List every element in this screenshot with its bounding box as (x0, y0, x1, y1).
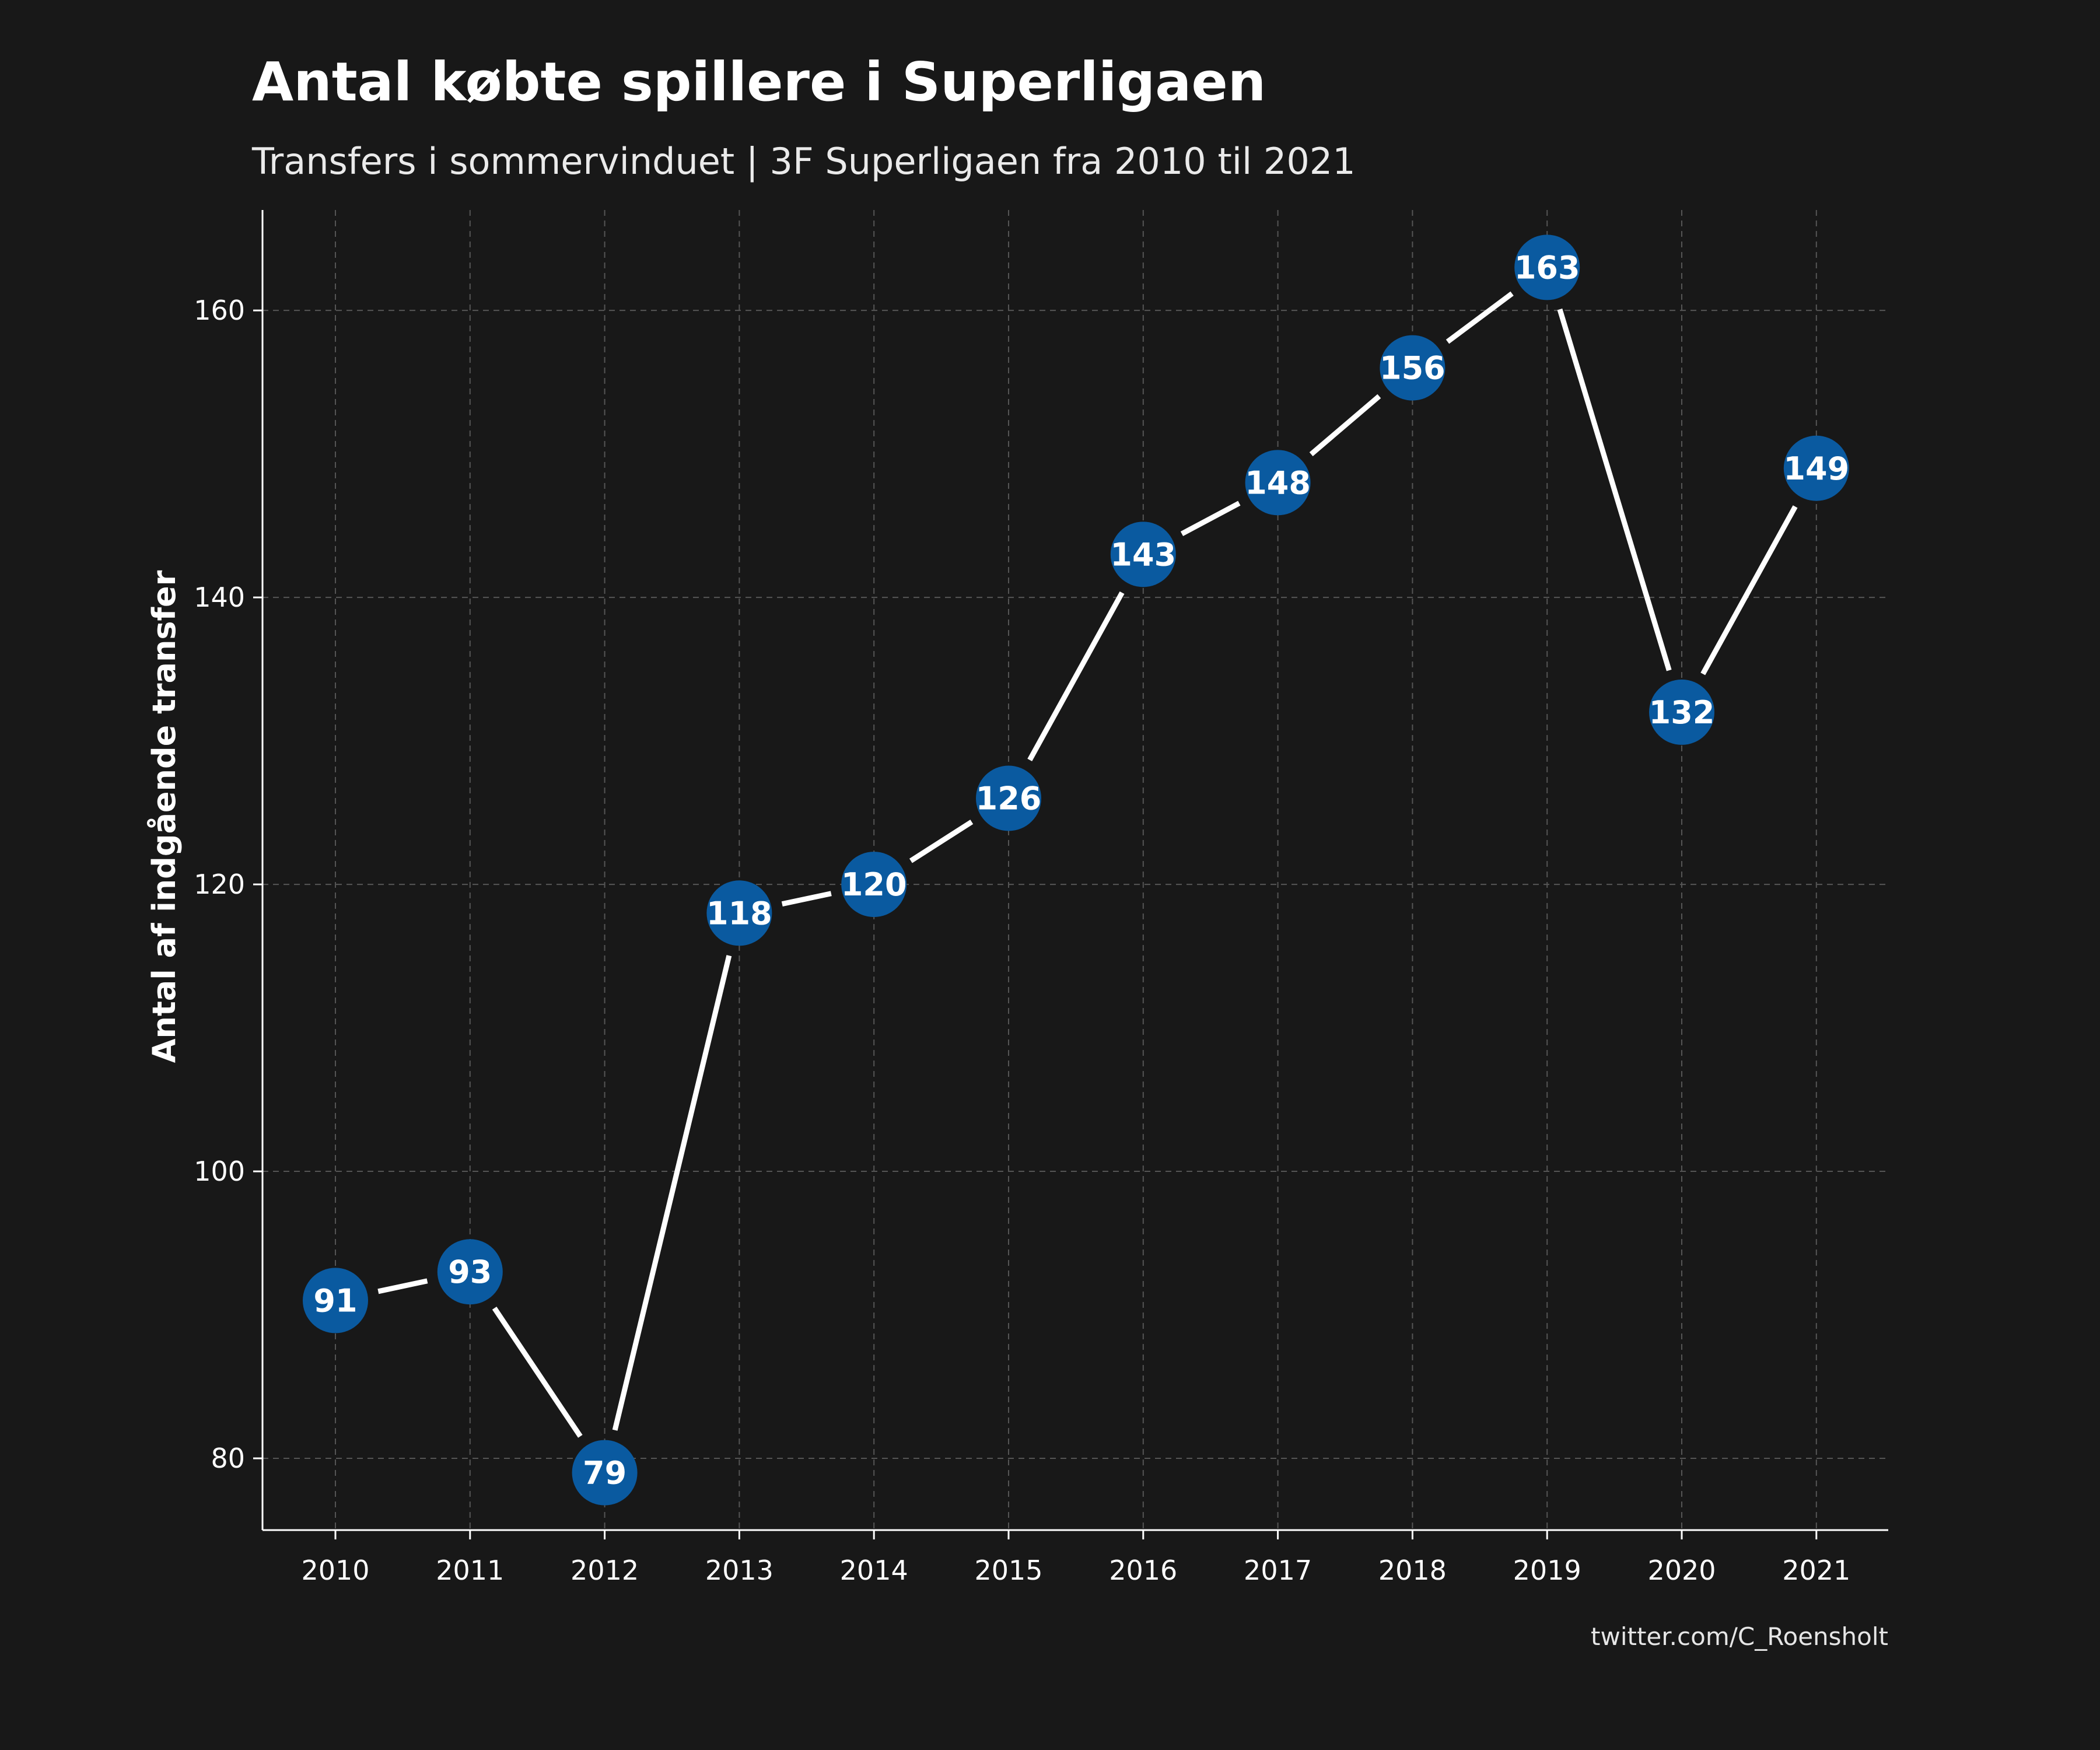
y-tick-label: 100 (194, 1156, 245, 1187)
line-segment (1309, 394, 1381, 457)
series-line (377, 291, 1798, 1438)
data-point (976, 765, 1041, 831)
line-segment (781, 891, 832, 907)
data-label: 120 (841, 866, 907, 903)
data-point (1245, 450, 1311, 516)
data-point (303, 1268, 368, 1334)
x-tick-label: 2012 (570, 1555, 639, 1586)
x-tick-label: 2019 (1513, 1555, 1581, 1586)
data-label: 79 (583, 1455, 626, 1492)
x-tick-label: 2020 (1647, 1555, 1716, 1586)
line-segment (1027, 591, 1125, 762)
chart-subtitle: Transfers i sommervinduet | 3F Superliga… (251, 140, 1356, 183)
y-tick-label: 120 (194, 869, 245, 900)
y-axis-ticks: 80 100 120 140 160 (194, 295, 262, 1474)
line-segment (1446, 291, 1514, 344)
axes (261, 210, 1888, 1531)
x-tick-label: 2017 (1244, 1555, 1312, 1586)
x-tick-label: 2013 (705, 1555, 774, 1586)
data-point (1783, 435, 1849, 501)
x-axis-ticks: 2010 2011 2012 2013 2014 2015 2016 2017 2018 2019… (301, 1530, 1850, 1586)
y-tick-label: 160 (194, 295, 245, 326)
x-tick-label: 2021 (1782, 1555, 1850, 1586)
x-tick-label: 2010 (301, 1555, 369, 1586)
data-point (1514, 235, 1580, 300)
data-label: 143 (1110, 536, 1176, 573)
data-point (1110, 522, 1176, 587)
data-label: 149 (1783, 450, 1849, 487)
line-segment (492, 1307, 583, 1438)
data-point (1649, 679, 1714, 745)
y-tick-label: 80 (211, 1443, 245, 1474)
data-label: 93 (448, 1254, 492, 1290)
line-segment (1557, 308, 1672, 671)
data-point (841, 852, 907, 918)
data-label: 163 (1514, 249, 1580, 286)
line-segment (377, 1278, 428, 1294)
data-label: 132 (1649, 694, 1715, 731)
data-point (572, 1440, 638, 1506)
line-segment (612, 955, 732, 1431)
x-tick-label: 2014 (840, 1555, 908, 1586)
data-label: 148 (1245, 464, 1311, 501)
chart-caption: twitter.com/C_Roensholt (1591, 1622, 1888, 1651)
data-point (706, 880, 772, 946)
data-label: 156 (1380, 350, 1446, 387)
chart-title: Antal købte spillere i Superligaen (252, 51, 1266, 113)
y-tick-label: 140 (194, 582, 245, 613)
x-tick-label: 2018 (1378, 1555, 1447, 1586)
data-point (1380, 335, 1446, 401)
grid-lines (262, 210, 1888, 1530)
line-segment (909, 820, 974, 863)
data-label: 91 (313, 1282, 357, 1319)
x-tick-label: 2011 (436, 1555, 504, 1586)
y-axis-label: Antal af indgående transfer (146, 570, 183, 1063)
line-segment (1180, 501, 1241, 537)
x-tick-label: 2016 (1109, 1555, 1177, 1586)
data-label: 126 (976, 780, 1042, 817)
line-segment (1700, 505, 1798, 676)
data-points: 91 93 79 118 120 126 143 148 156 163 132 149 (303, 235, 1849, 1506)
data-point (437, 1239, 503, 1305)
data-label: 118 (706, 895, 772, 932)
x-tick-label: 2015 (974, 1555, 1042, 1586)
